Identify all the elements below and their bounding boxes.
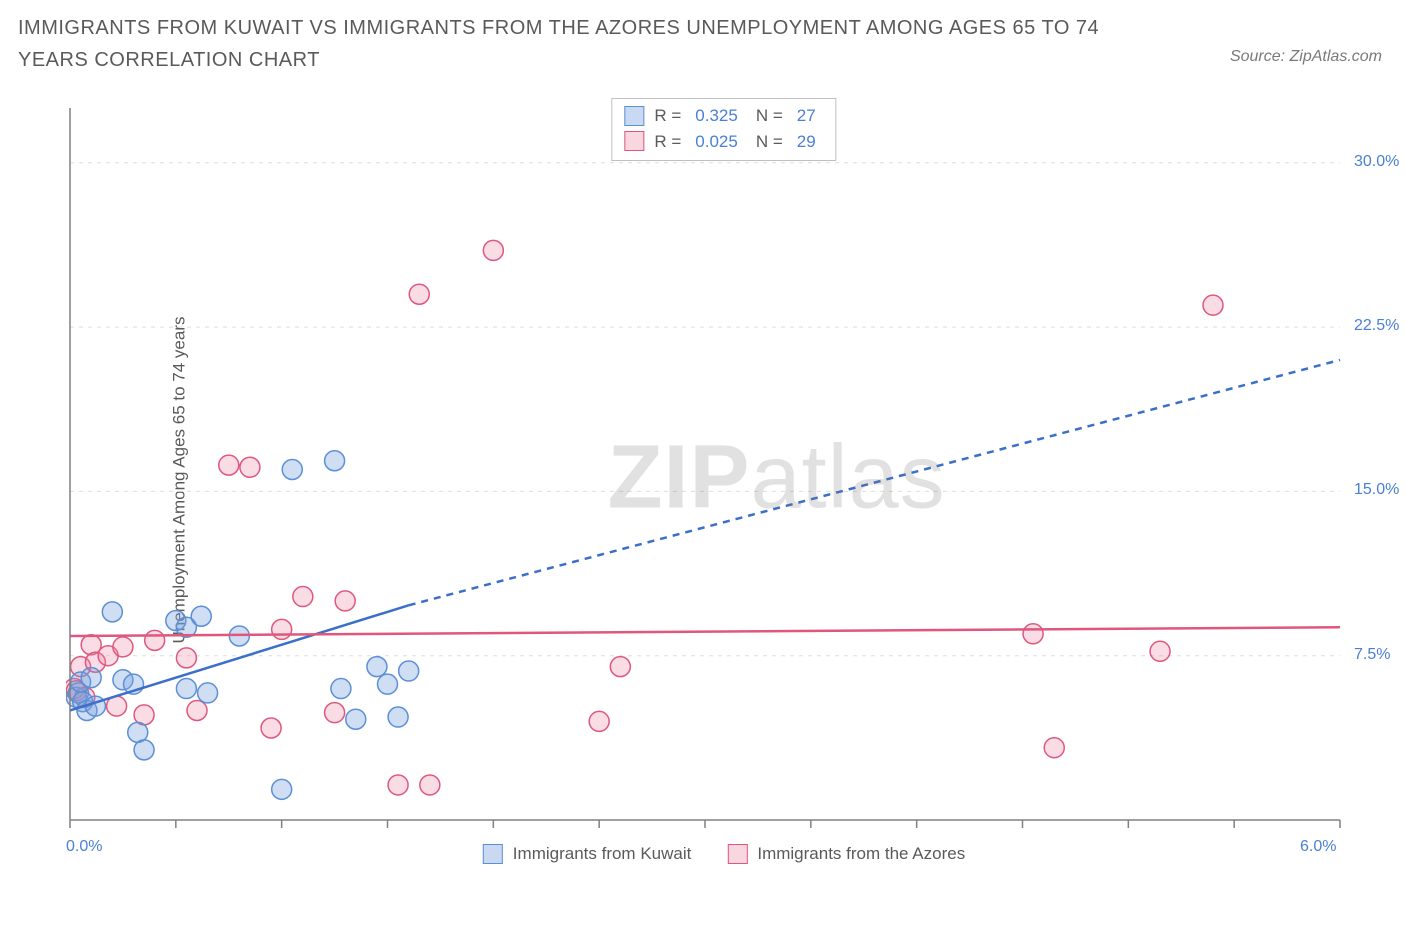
y-tick-label: 15.0% — [1354, 481, 1399, 499]
legend-r-value: 0.025 — [695, 129, 738, 155]
chart-plot-area: R = 0.325 N = 27 R = 0.025 N = 29 ZIPatl… — [66, 98, 1382, 858]
legend-r-label: R = — [654, 129, 681, 155]
legend-swatch — [727, 844, 747, 864]
source-label: Source: ZipAtlas.com — [1230, 48, 1382, 66]
legend-r-label: R = — [654, 103, 681, 129]
legend-row: R = 0.325 N = 27 — [624, 103, 823, 129]
legend-swatch — [624, 106, 644, 126]
y-tick-label: 30.0% — [1354, 153, 1399, 171]
x-tick-label: 0.0% — [66, 838, 102, 856]
chart-title: IMMIGRANTS FROM KUWAIT VS IMMIGRANTS FRO… — [18, 12, 1138, 76]
y-tick-label: 7.5% — [1354, 646, 1390, 664]
legend-n-label: N = — [756, 129, 783, 155]
legend-n-label: N = — [756, 103, 783, 129]
legend-item-label: Immigrants from the Azores — [757, 844, 965, 864]
legend-item-label: Immigrants from Kuwait — [513, 844, 692, 864]
legend-item: Immigrants from Kuwait — [483, 844, 692, 864]
legend-swatch — [624, 131, 644, 151]
legend-swatch — [483, 844, 503, 864]
chart-svg — [66, 98, 1382, 858]
legend-n-value: 29 — [797, 129, 816, 155]
correlation-legend: R = 0.325 N = 27 R = 0.025 N = 29 — [611, 98, 836, 161]
legend-row: R = 0.025 N = 29 — [624, 129, 823, 155]
y-tick-label: 22.5% — [1354, 317, 1399, 335]
legend-r-value: 0.325 — [695, 103, 738, 129]
legend-item: Immigrants from the Azores — [727, 844, 965, 864]
series-legend: Immigrants from Kuwait Immigrants from t… — [483, 844, 965, 864]
x-tick-label: 6.0% — [1300, 838, 1336, 856]
legend-n-value: 27 — [797, 103, 816, 129]
